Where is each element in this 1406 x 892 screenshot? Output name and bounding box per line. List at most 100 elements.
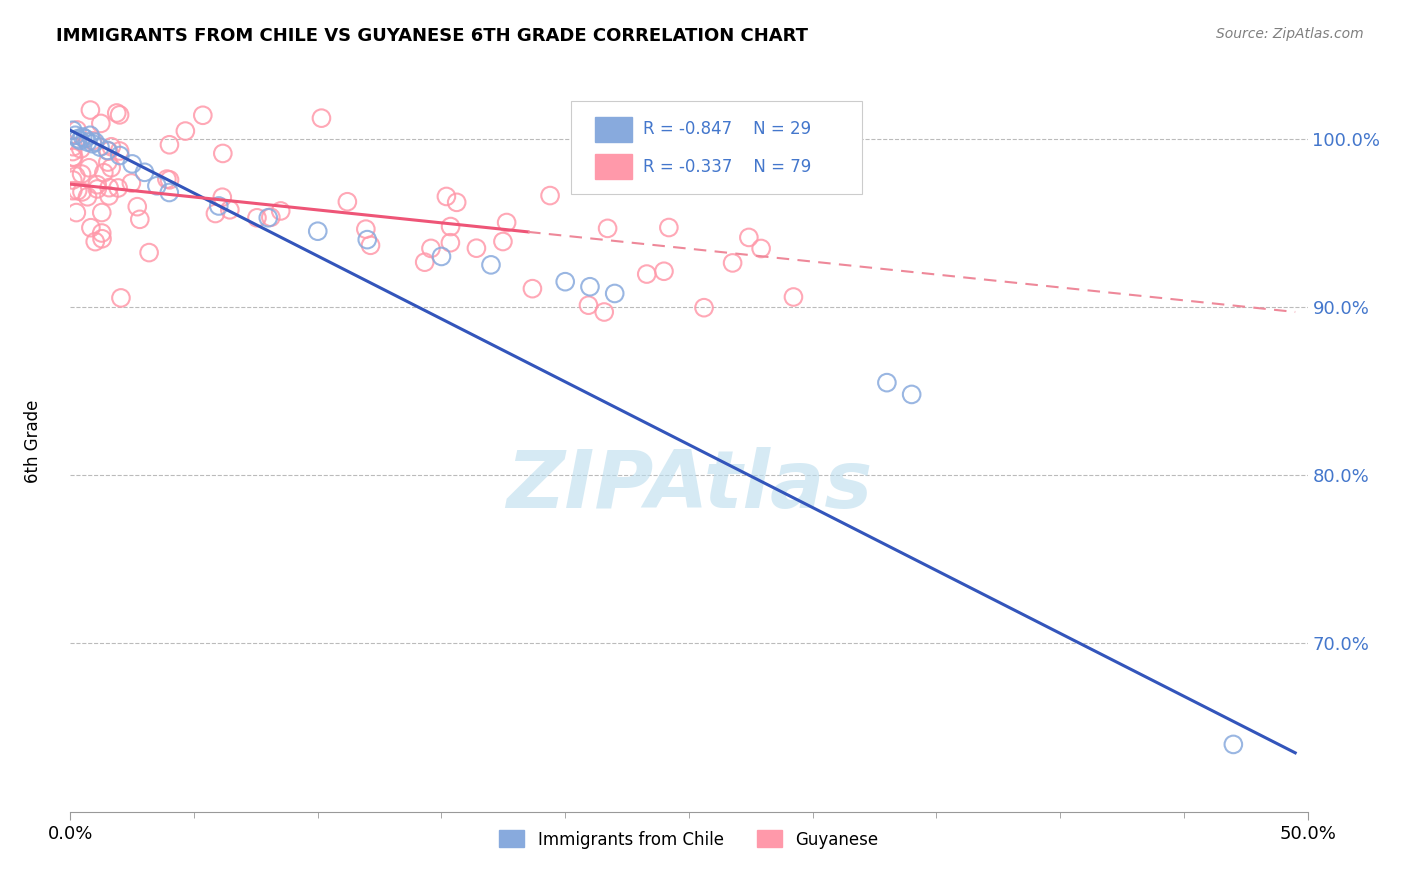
Point xyxy=(554,275,576,289)
Point xyxy=(211,190,233,204)
Point xyxy=(693,301,716,315)
Point xyxy=(62,123,84,137)
Point xyxy=(356,233,378,247)
Point xyxy=(439,219,461,234)
Text: IMMIGRANTS FROM CHILE VS GUYANESE 6TH GRADE CORRELATION CHART: IMMIGRANTS FROM CHILE VS GUYANESE 6TH GR… xyxy=(56,27,808,45)
Point xyxy=(105,106,128,120)
Point xyxy=(191,108,214,122)
Point xyxy=(721,256,744,270)
Point xyxy=(492,235,515,249)
Point xyxy=(120,176,142,190)
Point xyxy=(578,298,600,312)
Point xyxy=(90,116,112,130)
Point xyxy=(62,150,84,164)
Point xyxy=(876,376,898,390)
Point xyxy=(579,279,602,293)
Point xyxy=(77,161,100,175)
Legend: Immigrants from Chile, Guyanese: Immigrants from Chile, Guyanese xyxy=(492,823,886,855)
Point xyxy=(436,189,458,203)
Point xyxy=(72,130,94,145)
Point xyxy=(70,185,93,199)
Point xyxy=(128,212,150,227)
Point xyxy=(270,203,292,218)
Point xyxy=(157,186,180,200)
Text: R = -0.847    N = 29: R = -0.847 N = 29 xyxy=(643,120,811,138)
Point xyxy=(97,155,120,169)
Point xyxy=(110,291,132,305)
Point xyxy=(98,189,121,203)
Point xyxy=(100,161,122,175)
Point xyxy=(108,144,131,158)
Point xyxy=(446,195,468,210)
Point xyxy=(360,238,382,252)
Text: Source: ZipAtlas.com: Source: ZipAtlas.com xyxy=(1216,27,1364,41)
Point xyxy=(204,206,226,220)
Point xyxy=(98,180,121,194)
Point xyxy=(465,241,488,255)
Point xyxy=(66,123,89,137)
Point xyxy=(65,169,87,183)
Point xyxy=(82,136,104,151)
Point xyxy=(174,124,197,138)
Point xyxy=(76,190,98,204)
Point xyxy=(69,142,91,156)
Point xyxy=(62,150,84,164)
Point xyxy=(1222,738,1244,752)
Point xyxy=(62,139,84,153)
Point xyxy=(636,267,658,281)
Point xyxy=(596,221,619,235)
Point xyxy=(65,205,87,219)
Point xyxy=(538,188,561,202)
Point xyxy=(413,255,436,269)
Point xyxy=(79,128,101,143)
Point xyxy=(593,305,616,319)
FancyBboxPatch shape xyxy=(595,117,633,142)
Point xyxy=(70,167,93,181)
Point xyxy=(159,137,181,152)
Point xyxy=(522,282,544,296)
Point xyxy=(146,178,169,193)
Point xyxy=(79,103,101,117)
Point xyxy=(121,157,143,171)
Point xyxy=(134,165,156,179)
Point xyxy=(311,111,333,125)
Point xyxy=(336,194,359,209)
Point xyxy=(782,290,804,304)
Point xyxy=(65,128,87,143)
Point xyxy=(420,241,443,255)
Point xyxy=(738,230,761,244)
Point xyxy=(218,202,240,217)
Point xyxy=(260,211,283,225)
Point xyxy=(495,215,517,229)
Point xyxy=(208,199,231,213)
Point xyxy=(108,108,131,122)
Point xyxy=(66,131,89,145)
Point xyxy=(89,140,111,154)
Point xyxy=(127,200,149,214)
Point xyxy=(66,184,89,198)
Point xyxy=(75,131,97,145)
Point xyxy=(479,258,502,272)
Point xyxy=(900,387,922,401)
Point xyxy=(84,235,107,249)
Point xyxy=(93,166,115,180)
Point xyxy=(90,205,112,219)
Point xyxy=(156,172,179,186)
Point xyxy=(246,211,269,225)
Point xyxy=(100,140,122,154)
Point xyxy=(211,146,233,161)
Point xyxy=(257,211,280,225)
Point xyxy=(652,264,675,278)
Point xyxy=(749,242,772,256)
Point xyxy=(108,148,131,162)
Text: ZIPAtlas: ZIPAtlas xyxy=(506,447,872,525)
Text: 6th Grade: 6th Grade xyxy=(24,400,42,483)
Point xyxy=(62,145,84,159)
Point xyxy=(354,222,377,236)
Point xyxy=(82,134,104,148)
Point xyxy=(307,224,329,238)
Point xyxy=(62,173,84,187)
Point xyxy=(62,184,84,198)
Point xyxy=(603,286,626,301)
FancyBboxPatch shape xyxy=(595,154,633,179)
